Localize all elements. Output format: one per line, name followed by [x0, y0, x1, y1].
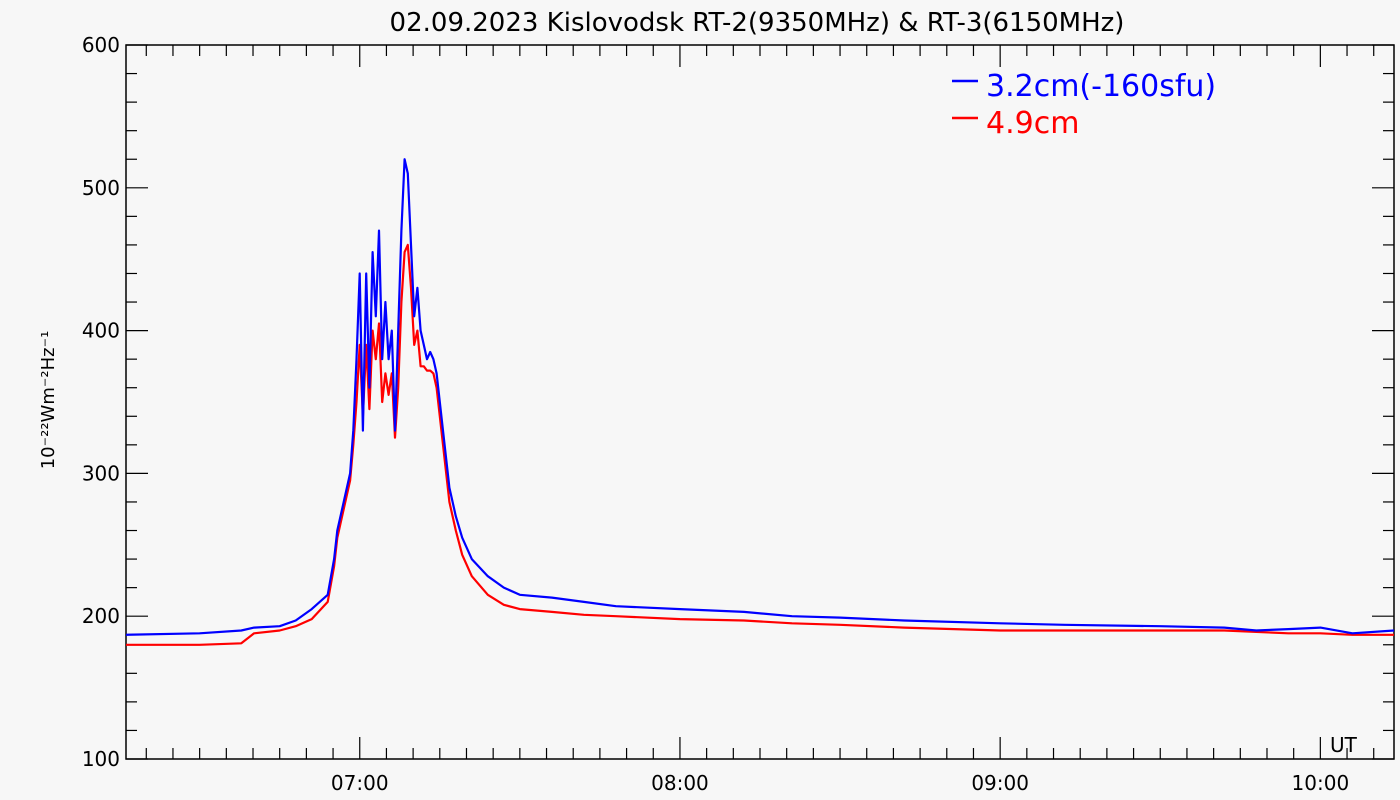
x-axis-label: UT	[1330, 733, 1358, 757]
x-tick-labels: 07:00 08:00 09:00 10:00	[331, 771, 1349, 795]
y-tick-label: 400	[82, 319, 120, 343]
legend-label: 4.9cm	[986, 106, 1079, 141]
x-tick-label: 08:00	[651, 771, 709, 795]
y-tick-label: 500	[82, 176, 120, 200]
legend: 3.2cm(-160sfu)4.9cm	[952, 69, 1216, 141]
axis-ticks	[126, 44, 1394, 760]
x-tick-label: 09:00	[971, 771, 1029, 795]
y-tick-label: 300	[82, 461, 120, 485]
y-tick-label: 100	[82, 747, 120, 771]
y-tick-labels: 100 200 300 400 500 600	[82, 33, 120, 771]
chart-title: 02.09.2023 Kislovodsk RT-2(9350MHz) & RT…	[390, 8, 1125, 38]
y-axis-label: 10⁻²²Wm⁻²Hz⁻¹	[38, 331, 59, 470]
series-line-1	[125, 158, 1395, 636]
plot-frame	[125, 44, 1395, 760]
x-tick-label: 07:00	[331, 771, 389, 795]
y-tick-label: 600	[82, 33, 120, 57]
y-tick-label: 200	[82, 604, 120, 628]
series-layer	[125, 158, 1395, 646]
series-line-2	[126, 243, 1394, 646]
legend-label: 3.2cm(-160sfu)	[986, 69, 1216, 104]
x-tick-label: 10:00	[1292, 771, 1350, 795]
